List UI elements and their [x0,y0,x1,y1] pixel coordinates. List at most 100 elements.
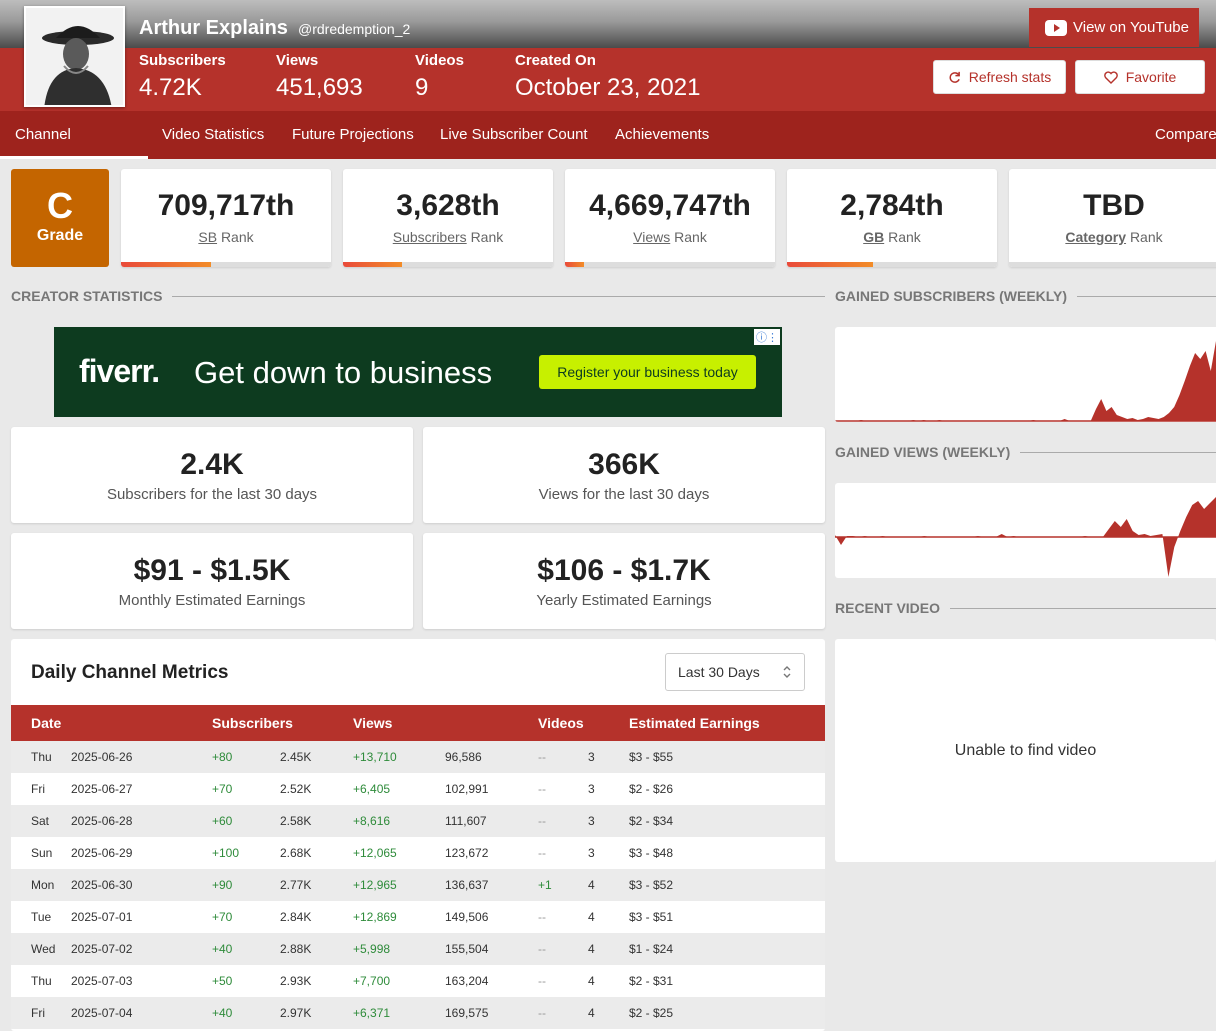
cell-views: 123,672 [445,846,489,860]
views-area-chart [835,497,1216,577]
rank-suffix: Rank [470,229,504,245]
heart-icon [1103,70,1118,84]
tab-achievements[interactable]: Achievements [615,126,710,143]
cell-videos: 4 [588,1006,595,1020]
cell-videos: 3 [588,814,595,828]
cell-sub-delta: +60 [212,814,233,828]
summary-card-subscribers: 2.4K Subscribers for the last 30 days [11,427,413,523]
cell-views: 149,506 [445,910,489,924]
cell-date: 2025-07-02 [71,942,133,956]
rank-value: 4,669,747th [589,189,751,222]
refresh-stats-button[interactable]: Refresh stats [933,60,1066,94]
rank-key[interactable]: Subscribers [392,229,467,245]
ad-tagline: Get down to business [194,355,493,390]
cell-videos: 3 [588,750,595,764]
cell-subs: 2.45K [280,750,312,764]
stat-value: 9 [415,74,429,101]
stat-label: Subscribers [139,52,226,69]
table-row: Sun 2025-06-29 +100 2.68K +12,065 123,672 -- 3 $… [11,837,825,869]
section-title: CREATOR STATISTICS [11,288,163,304]
table-row: Tue 2025-07-01 +70 2.84K +12,869 149,506 -- 4 $3… [11,901,825,933]
stat-label: Videos [415,52,464,69]
rank-suffix: Rank [888,229,921,245]
tab-compare[interactable]: Compare [1155,126,1216,143]
cell-earnings: $1 - $24 [629,942,674,956]
summary-label: Subscribers for the last 30 days [106,486,318,503]
rank-key[interactable]: Views [633,229,671,245]
channel-name: Arthur Explains [139,17,288,39]
cell-day: Sun [31,846,53,860]
section-title: GAINED VIEWS (WEEKLY) [835,444,1011,460]
youtube-icon [1045,19,1067,36]
divider [1077,295,1216,297]
cell-view-delta: +12,965 [353,878,397,892]
table-row: Fri 2025-07-04 +40 2.97K +6,371 169,575 -- 4 $2 … [11,997,825,1029]
rank-value: 3,628th [396,189,500,222]
col-videos: Videos [538,715,584,731]
creator-statistics-heading: CREATOR STATISTICS [11,288,825,304]
summary-label: Monthly Estimated Earnings [118,592,306,609]
cell-earnings: $3 - $51 [629,910,674,924]
cell-view-delta: +5,998 [353,942,391,956]
tab-channel-statistics[interactable]: Channel Statistics [0,111,148,191]
cell-earnings: $3 - $55 [629,750,674,764]
table-row: Thu 2025-07-03 +50 2.93K +7,700 163,204 -- 4 $2 … [11,965,825,997]
col-subscribers: Subscribers [212,715,293,731]
rank-key[interactable]: Category [1065,229,1127,245]
section-title: GAINED SUBSCRIBERS (WEEKLY) [835,288,1068,304]
grade-letter: C [47,185,73,226]
view-on-youtube-button[interactable]: View on YouTube [1029,8,1199,47]
tab-future-projections[interactable]: Future Projections [292,126,414,143]
tab-video-statistics[interactable]: Video Statistics [162,126,265,143]
avatar [24,6,125,107]
grade-badge: C Grade [11,169,109,267]
cell-view-delta: +6,405 [353,782,391,796]
gained-views-heading: GAINED VIEWS (WEEKLY) [835,444,1216,460]
table-row: Thu 2025-06-26 +80 2.45K +13,710 96,586 -- 3 $3 … [11,741,825,773]
channel-banner [0,0,1216,48]
range-select[interactable]: Last 30 Days [665,653,805,691]
cell-view-delta: +7,700 [353,974,391,988]
channel-handle: @rdredemption_2 [298,21,411,37]
rank-progress-track [565,262,775,267]
cell-date: 2025-06-27 [71,782,133,796]
stat-subscribers: Subscribers 4.72K [139,52,226,102]
rank-suffix: Rank [674,229,707,245]
favorite-button[interactable]: Favorite [1075,60,1205,94]
cell-sub-delta: +70 [212,910,233,924]
rank-progress-bar [343,262,402,267]
rank-progress-bar [565,262,584,267]
cell-day: Wed [31,942,56,956]
cell-vid-delta: -- [538,942,546,956]
cell-date: 2025-07-04 [71,1006,133,1020]
tab-live-subscriber-count[interactable]: Live Subscriber Count [440,126,588,143]
ad-cta-button[interactable]: Register your business today [539,355,756,389]
cell-views: 136,637 [445,878,489,892]
cell-views: 96,586 [445,750,482,764]
cell-day: Tue [31,910,52,924]
stat-value: October 23, 2021 [515,74,701,101]
cell-date: 2025-06-29 [71,846,133,860]
cell-videos: 3 [588,782,595,796]
cell-view-delta: +12,065 [353,846,397,860]
rank-progress-bar [787,262,874,267]
ad-logo: fiverr. [79,353,160,389]
summary-value: $106 - $1.7K [537,554,711,587]
summary-value: $91 - $1.5K [133,554,291,587]
rank-key[interactable]: SB [198,229,218,245]
rank-progress-bar [121,262,212,267]
divider [1020,451,1216,453]
cell-vid-delta: -- [538,846,546,860]
ad-banner[interactable]: fiverr. Get down to business Register yo… [54,327,782,417]
gained-views-chart [835,483,1216,578]
cell-date: 2025-06-26 [71,750,133,764]
rank-key[interactable]: GB [863,229,885,245]
rank-progress-track [343,262,553,267]
cell-earnings: $2 - $31 [629,974,674,988]
cell-date: 2025-06-30 [71,878,133,892]
ad-info-icon[interactable]: ⓘ⋮ [754,329,780,345]
cell-vid-delta: -- [538,750,546,764]
cell-day: Mon [31,878,55,892]
cell-earnings: $2 - $25 [629,1006,674,1020]
cell-subs: 2.88K [280,942,312,956]
